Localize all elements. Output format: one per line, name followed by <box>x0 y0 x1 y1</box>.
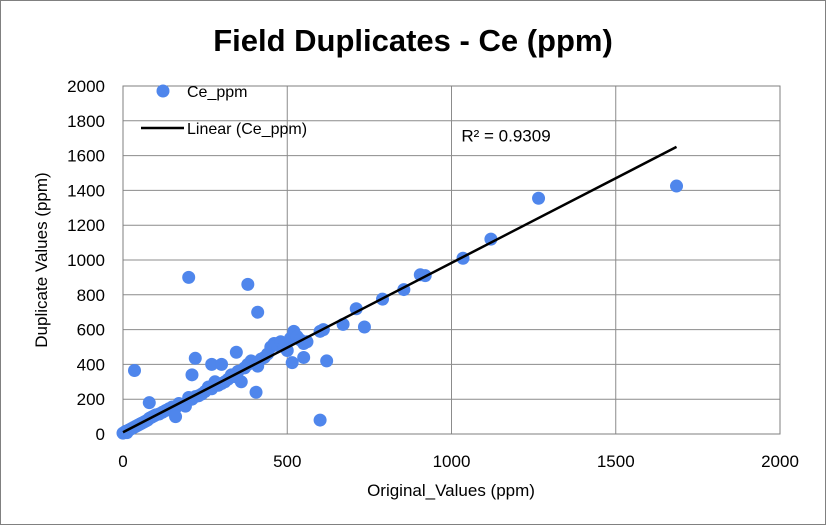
data-point <box>229 345 243 359</box>
data-point <box>670 179 684 193</box>
legend-marker-ce-ppm <box>156 84 170 98</box>
data-point <box>205 357 219 371</box>
legend-label-ce-ppm: Ce_ppm <box>187 84 247 101</box>
y-tick-label: 200 <box>77 390 105 409</box>
y-tick-label: 1200 <box>67 216 105 235</box>
data-point <box>169 410 183 424</box>
plot-area-border <box>122 85 781 435</box>
data-point <box>127 363 141 377</box>
x-tick-label: 2000 <box>761 452 799 471</box>
data-point <box>313 413 327 427</box>
y-tick-label: 600 <box>77 321 105 340</box>
x-tick-label: 1000 <box>433 452 471 471</box>
trendline <box>122 145 678 434</box>
y-tick-label: 800 <box>77 286 105 305</box>
x-tick-label: 1500 <box>597 452 635 471</box>
data-point <box>320 354 334 368</box>
y-tick-label: 2000 <box>67 77 105 96</box>
data-point <box>234 375 248 389</box>
data-point <box>297 350 311 364</box>
y-tick-label: 1600 <box>67 147 105 166</box>
y-tick-label: 1400 <box>67 181 105 200</box>
x-axis-ticks: 0 500 1000 1500 2000 <box>118 452 799 471</box>
y-tick-label: 1800 <box>67 112 105 131</box>
legend-label-linear: Linear (Ce_ppm) <box>187 121 307 138</box>
r-squared-annotation: R² = 0.9309 <box>461 127 550 146</box>
data-points <box>116 179 684 440</box>
data-point <box>142 396 156 410</box>
y-tick-label: 1000 <box>67 251 105 270</box>
data-point <box>251 305 265 319</box>
y-tick-label: 400 <box>77 355 105 374</box>
data-point <box>357 320 371 334</box>
chart-title: Field Duplicates - Ce (ppm) <box>213 23 613 58</box>
data-point <box>185 368 199 382</box>
data-point <box>249 385 263 399</box>
x-tick-label: 0 <box>118 452 127 471</box>
data-point <box>182 270 196 284</box>
data-point <box>484 232 498 246</box>
data-point <box>215 357 229 371</box>
data-point <box>349 302 363 316</box>
x-axis-label: Original_Values (ppm) <box>367 481 535 500</box>
data-point <box>285 356 299 370</box>
x-tick-label: 500 <box>273 452 301 471</box>
data-point <box>188 351 202 365</box>
data-point <box>532 191 546 205</box>
y-axis-label: Duplicate Values (ppm) <box>32 172 51 347</box>
data-point <box>241 277 255 291</box>
legend: Ce_ppm Linear (Ce_ppm) <box>141 84 307 138</box>
y-tick-label: 0 <box>96 425 105 444</box>
y-axis-ticks: 0 200 400 600 800 1000 1200 1400 1600 1800 2000 <box>67 77 105 444</box>
